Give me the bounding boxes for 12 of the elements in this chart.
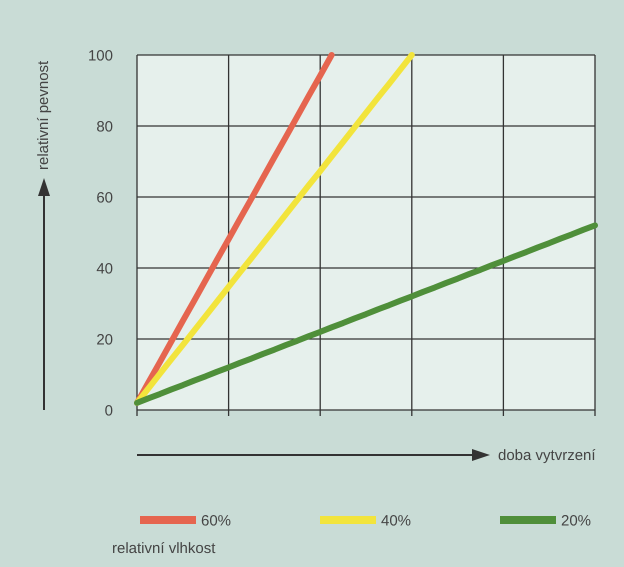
legend-label: 20% <box>561 512 592 530</box>
legend-label: 60% <box>201 512 232 530</box>
y-tick-label: 20 <box>96 331 113 348</box>
legend-label: 40% <box>381 512 412 530</box>
y-tick-label: 100 <box>88 47 113 64</box>
y-tick-label: 80 <box>96 118 113 136</box>
legend-title: relativní vlhkost <box>112 540 216 557</box>
y-tick-label: 40 <box>96 260 113 278</box>
y-tick-label: 0 <box>104 402 113 420</box>
y-axis-title: relativní pevnost <box>35 60 52 170</box>
y-tick-label: 60 <box>96 189 113 206</box>
x-axis-title: doba vytvrzení <box>498 447 596 464</box>
